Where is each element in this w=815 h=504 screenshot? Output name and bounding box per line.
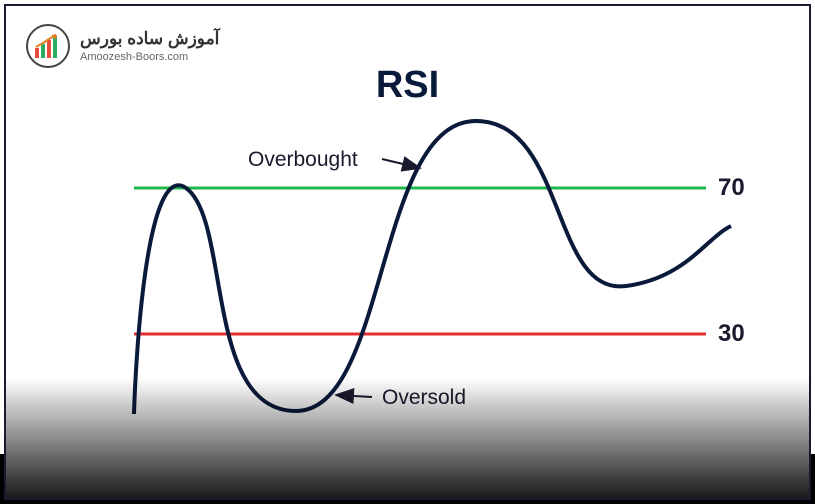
rsi-curve: [134, 121, 731, 414]
overbought-arrow-icon: [382, 159, 420, 168]
level-70-label: 70: [718, 174, 745, 202]
chart-frame: آموزش ساده بورس Amoozesh-Boors.com RSI O…: [4, 4, 811, 500]
level-30-label: 30: [718, 320, 745, 348]
oversold-label: Oversold: [382, 386, 466, 410]
overbought-label: Overbought: [248, 148, 358, 172]
oversold-arrow-icon: [336, 395, 372, 397]
rsi-chart-svg: [6, 6, 811, 500]
